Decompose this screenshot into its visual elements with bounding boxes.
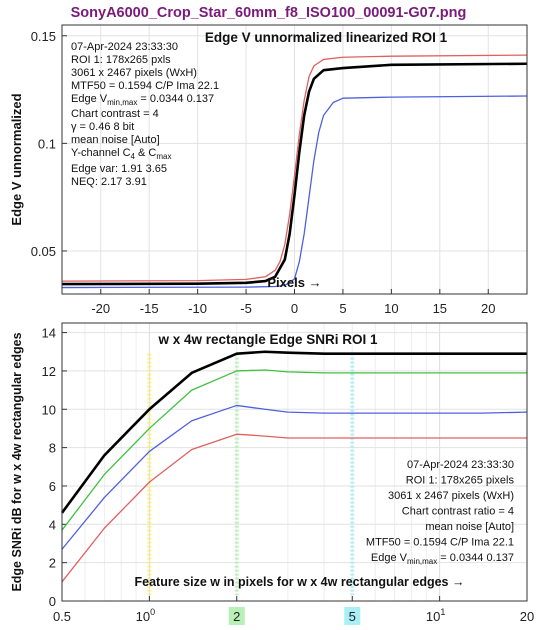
- x-axis-label: Pixels →: [267, 275, 321, 290]
- series-line-1: [61, 369, 527, 531]
- ann-contrast: Chart contrast = 4: [71, 108, 159, 120]
- series-line-0: [61, 62, 528, 286]
- ann-noise: mean noise [Auto]: [71, 134, 160, 146]
- x-tick-label: -10: [188, 301, 207, 316]
- chart-title: Edge V unnormalized linearized ROI 1: [205, 30, 448, 45]
- x-tick-label: -15: [140, 301, 159, 316]
- chart-title: w x 4w rectangle Edge SNRi ROI 1: [157, 332, 378, 347]
- edge-profile-plot: -20 -15 -10 -5 0 5 10 15 20 0.05 0.1 0.15 Edge V unn…: [9, 24, 528, 316]
- ann-edge-var: Edge var: 1.91 3.65: [71, 163, 167, 175]
- window-title: SonyA6000_Crop_Star_60mm_f8_ISO100_00091…: [71, 5, 467, 21]
- x-tick-label: 15: [433, 301, 447, 316]
- ann-neq: NEQ: 2.17 3.91: [71, 176, 147, 188]
- y-tick-label: 0.15: [31, 29, 56, 44]
- y-tick-label: 0: [49, 594, 56, 609]
- series-line-3: [61, 433, 527, 583]
- ann-size: 3061 x 2467 pixels (WxH): [71, 67, 197, 79]
- y-tick-label: 10: [42, 402, 56, 417]
- x-tick-label: 5: [339, 301, 346, 316]
- x-tick-label: 20: [520, 609, 534, 624]
- ann-ychannel: Y-channel C4 & Cmax: [71, 147, 172, 161]
- y-axis-label: Edge SNRi dB for w x 4w rectangular edge…: [10, 332, 24, 591]
- x-tick-label: 2: [233, 609, 240, 624]
- series-line-0: [60, 350, 527, 514]
- ann-date: 07-Apr-2024 23:33:30: [407, 459, 514, 471]
- y-tick-label: 0.05: [31, 244, 56, 259]
- ann-mtf50: MTF50 = 0.1594 C/P Ima 22.1: [366, 537, 514, 549]
- series-line-2: [61, 95, 528, 289]
- x-tick-label: 100: [136, 607, 155, 624]
- y-tick-label: 0.1: [38, 136, 56, 151]
- tick-highlight: [228, 607, 245, 625]
- ann-roi: ROI 1: 178x265 pxls: [71, 54, 171, 66]
- x-tick-label: -20: [91, 301, 110, 316]
- tick-highlight: [344, 607, 361, 625]
- ann-size: 3061 x 2467 pixels (WxH): [388, 490, 514, 502]
- y-tick-label: 4: [49, 517, 56, 532]
- series-line-1: [61, 54, 528, 282]
- y-axis-label: Edge V unnormalized: [9, 93, 24, 225]
- y-tick-label: 14: [42, 326, 56, 341]
- x-tick-label: 5: [349, 609, 356, 624]
- y-tick-label: 6: [49, 479, 56, 494]
- y-tick-label: 8: [49, 441, 56, 456]
- plot-frame: [61, 24, 528, 295]
- x-tick-label: 0.5: [53, 609, 71, 624]
- x-tick-label: 20: [481, 301, 495, 316]
- ann-mtf50: MTF50 = 0.1594 C/P Ima 22.1: [71, 80, 219, 92]
- ann-contrast: Chart contrast ratio = 4: [402, 506, 514, 518]
- ann-date: 07-Apr-2024 23:33:30: [71, 41, 178, 53]
- series-line-2: [61, 404, 528, 550]
- ann-noise: mean noise [Auto]: [425, 521, 514, 533]
- plot-frame: [61, 322, 528, 602]
- y-tick-label: 12: [42, 364, 56, 379]
- x-tick-label: 0: [291, 301, 298, 316]
- x-axis-label: Feature size w in pixels for w x 4w rect…: [135, 575, 465, 589]
- edge-snr-plot: 0 2 4 6 8 10 12 14 0.5 100 2 5 101 20 w x 4w rectangle…: [10, 322, 534, 625]
- x-tick-label: 101: [426, 607, 445, 624]
- x-tick-label: 10: [384, 301, 398, 316]
- x-tick-label: -5: [240, 301, 252, 316]
- ann-edge-minmax: Edge Vmin,max = 0.0344 0.137: [71, 93, 214, 107]
- ann-roi: ROI 1: 178x265 pixels: [406, 475, 515, 487]
- ann-edge-minmax: Edge Vmin,max = 0.0344 0.137: [371, 552, 514, 566]
- y-tick-label: 2: [49, 556, 56, 571]
- ann-gamma: γ = 0.46 8 bit: [71, 121, 134, 133]
